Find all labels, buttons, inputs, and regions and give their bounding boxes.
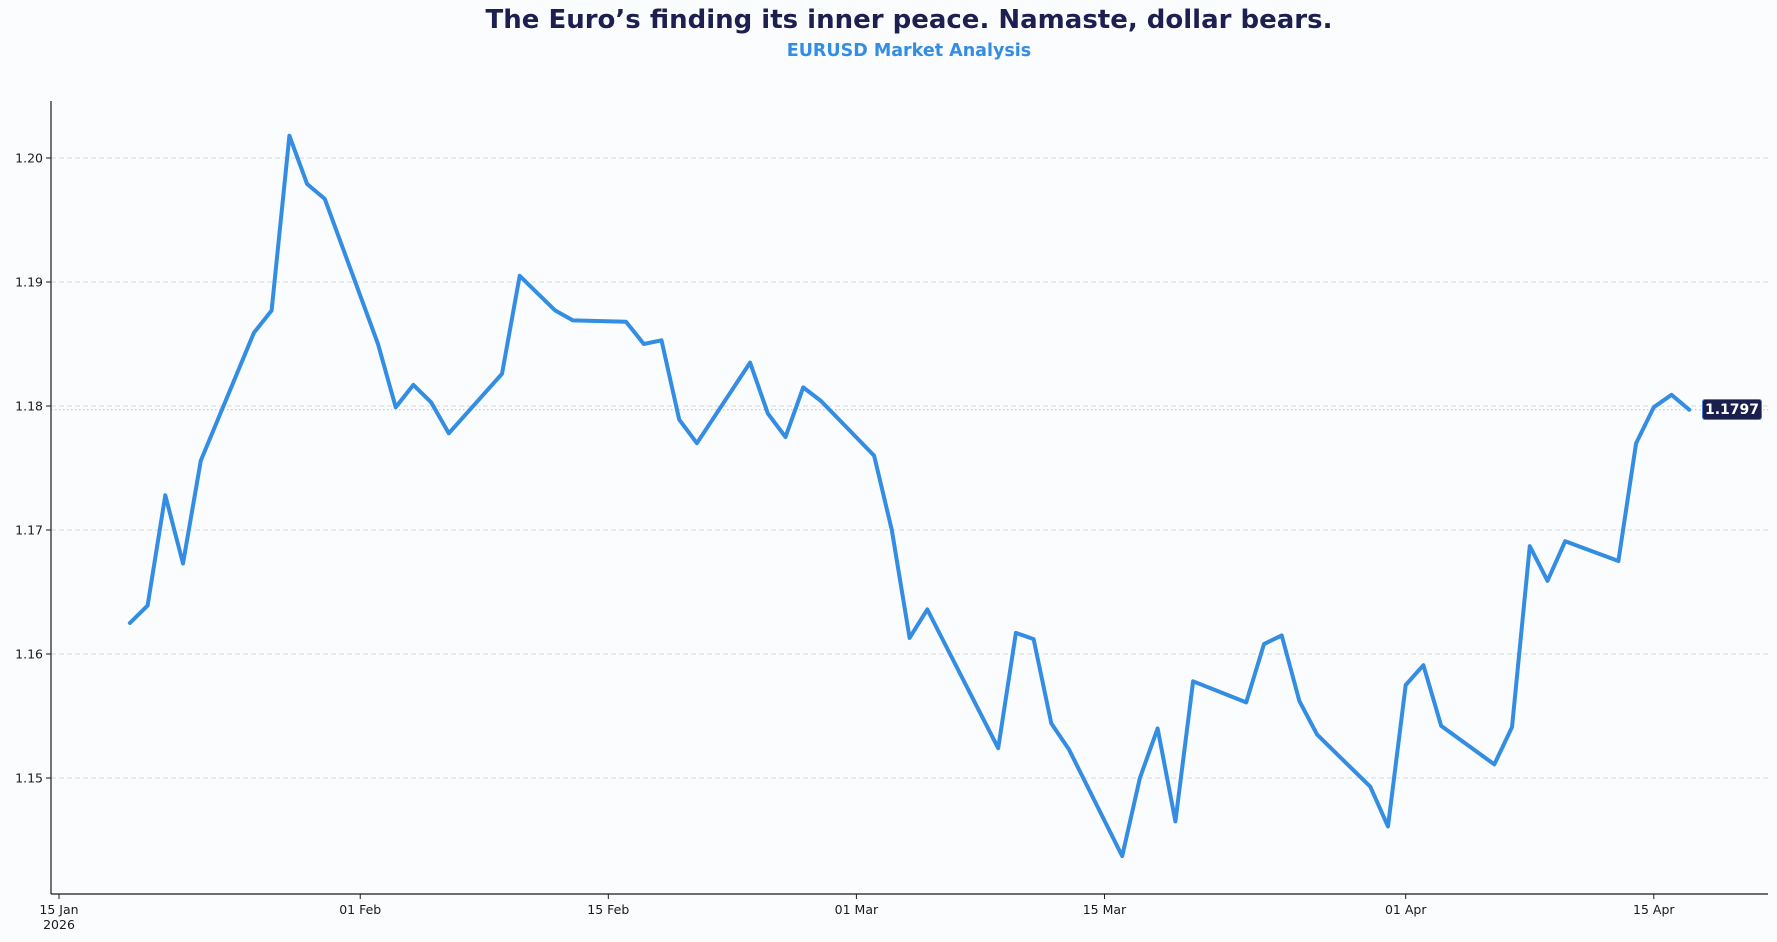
- chart-title: The Euro’s finding its inner peace. Nama…: [485, 5, 1333, 35]
- x-tick-label: 01 Apr: [1385, 902, 1427, 917]
- x-tick-label: 15 Mar: [1083, 902, 1127, 917]
- x-tick-label: 01 Mar: [835, 902, 879, 917]
- x-tick-label: 15 Jan: [39, 902, 78, 917]
- last-price-badge: 1.1797: [1702, 399, 1762, 420]
- x-tick-label: 15 Apr: [1633, 902, 1675, 917]
- x-tick-label: 01 Feb: [339, 902, 381, 917]
- x-tick-label: 15 Feb: [587, 902, 629, 917]
- y-tick-label: 1.19: [15, 275, 43, 290]
- gridlines: [51, 157, 1768, 779]
- y-tick-label: 1.20: [15, 151, 43, 166]
- y-axis-ticks: 1.15 1.16 1.17 1.18 1.19 1.20: [15, 151, 51, 786]
- y-tick-label: 1.17: [15, 523, 43, 538]
- y-tick-label: 1.15: [15, 771, 43, 786]
- y-tick-label: 1.18: [15, 399, 43, 414]
- chart-subtitle: EURUSD Market Analysis: [786, 41, 1032, 61]
- y-tick-label: 1.16: [15, 647, 43, 662]
- axes: [50, 101, 1768, 895]
- eurusd-price-series: [127, 133, 1692, 859]
- x-tick-year-label: 2026: [43, 917, 75, 932]
